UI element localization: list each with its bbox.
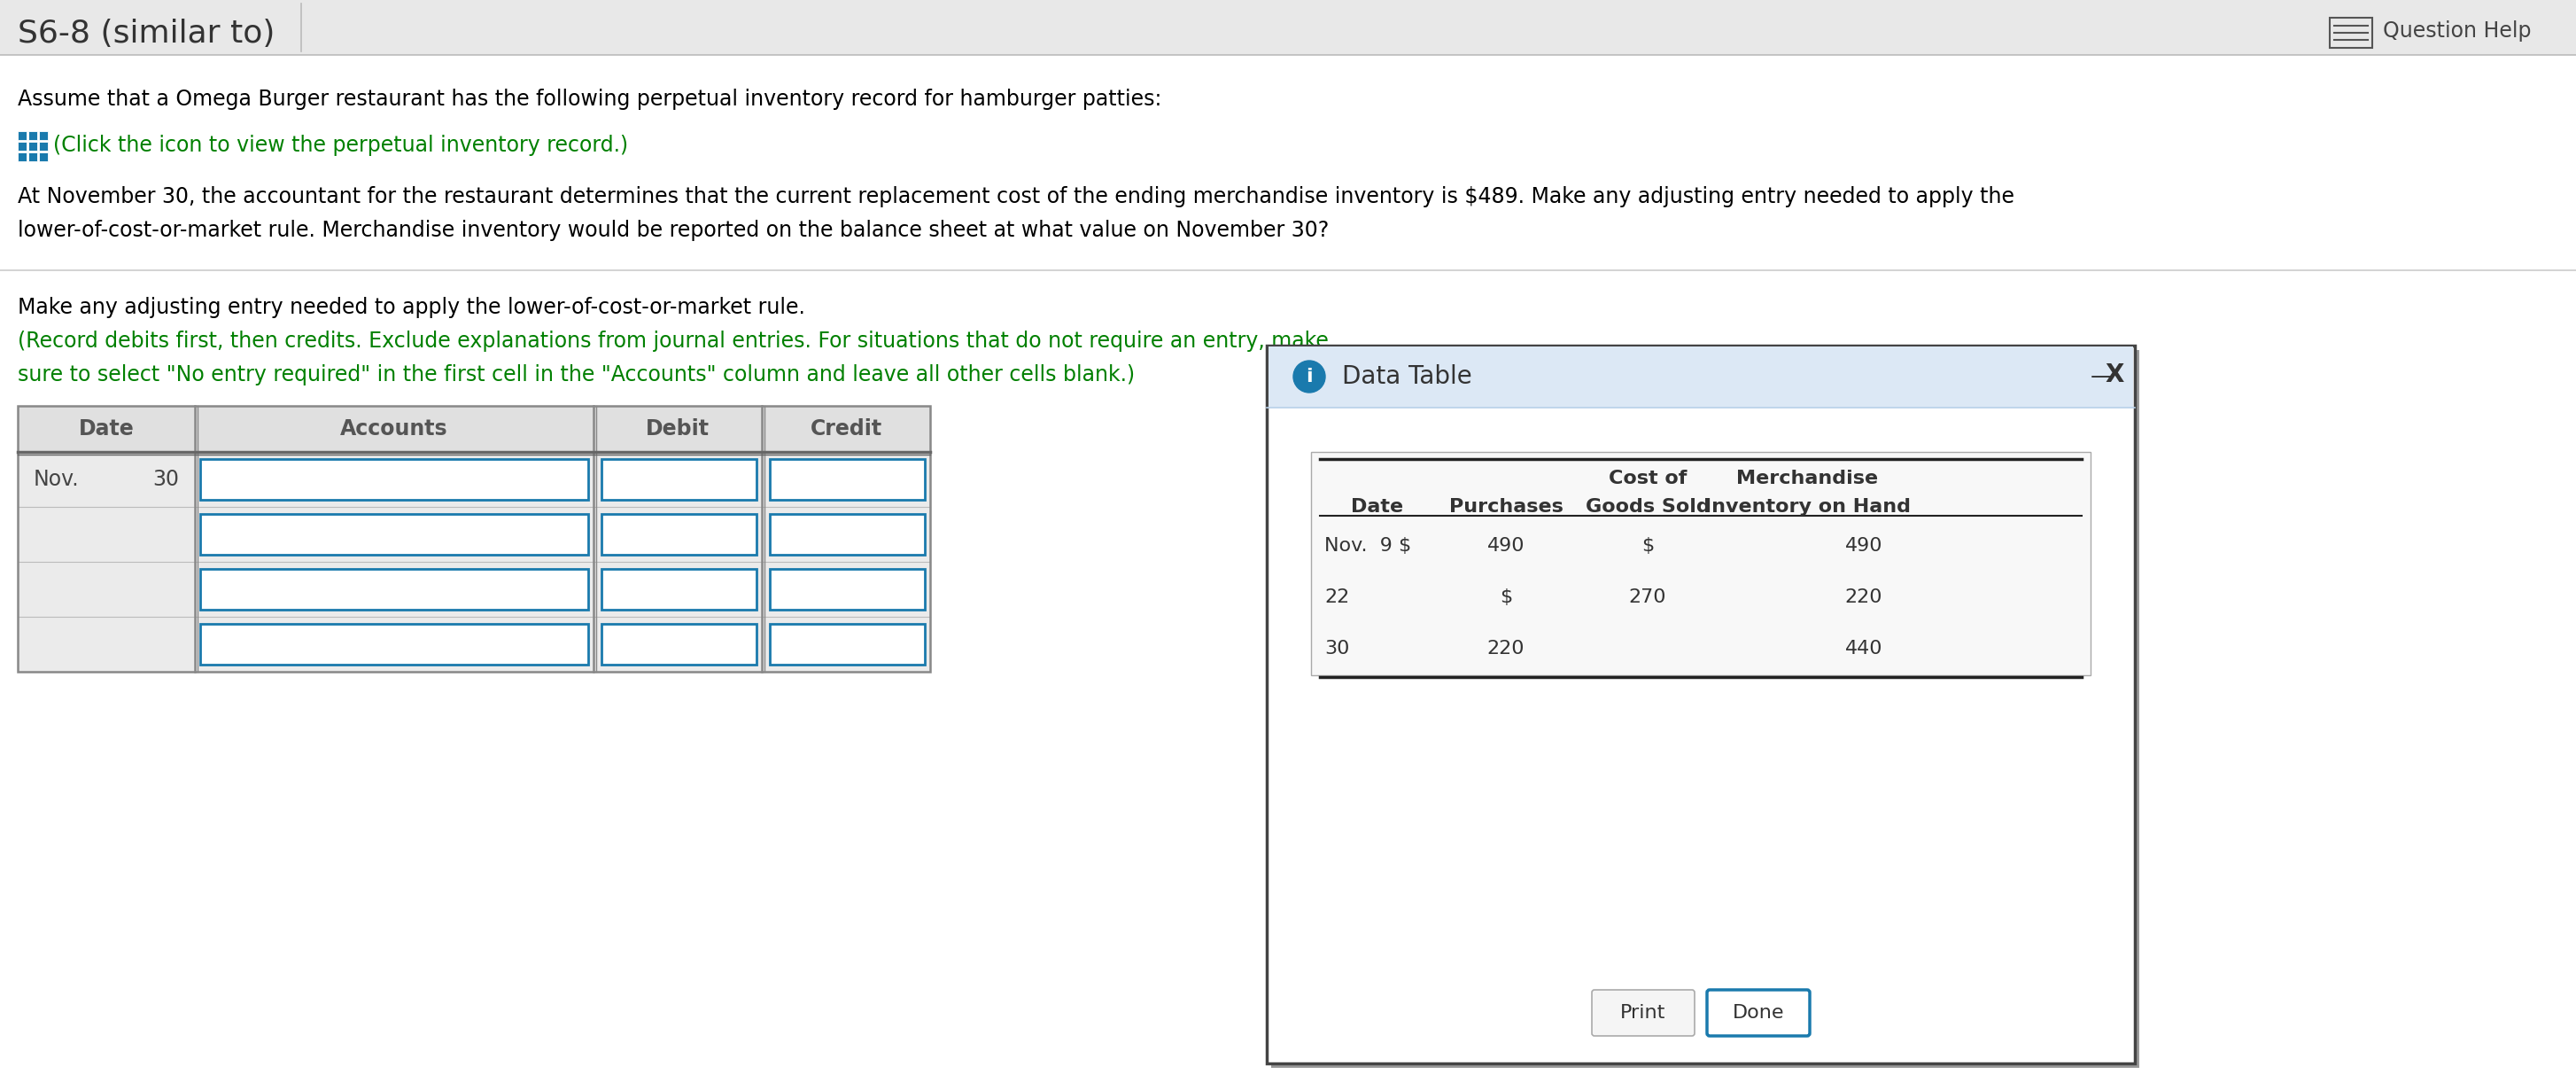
Text: 22: 22 xyxy=(1324,589,1350,606)
Text: Data Table: Data Table xyxy=(1342,365,1471,390)
Text: Print: Print xyxy=(1620,1004,1667,1021)
Bar xyxy=(28,131,36,140)
Bar xyxy=(39,153,49,161)
Text: —: — xyxy=(2092,366,2112,387)
Text: Date: Date xyxy=(77,419,134,439)
Text: $: $ xyxy=(1499,589,1512,606)
FancyBboxPatch shape xyxy=(201,624,587,664)
Text: Question Help: Question Help xyxy=(2383,21,2532,41)
Text: 440: 440 xyxy=(1844,639,1883,658)
FancyBboxPatch shape xyxy=(770,569,925,609)
Bar xyxy=(1311,452,2092,675)
Text: Nov.  9 $: Nov. 9 $ xyxy=(1324,537,1412,555)
FancyBboxPatch shape xyxy=(600,624,757,664)
Text: Done: Done xyxy=(1734,1004,1785,1021)
Text: $: $ xyxy=(1641,537,1654,555)
Text: (Record debits first, then credits. Exclude explanations from journal entries. F: (Record debits first, then credits. Excl… xyxy=(18,330,1329,352)
FancyBboxPatch shape xyxy=(201,569,587,609)
Text: sure to select "No entry required" in the first cell in the "Accounts" column an: sure to select "No entry required" in th… xyxy=(18,365,1136,385)
FancyBboxPatch shape xyxy=(1592,990,1695,1035)
Bar xyxy=(39,131,49,140)
Bar xyxy=(1270,351,2138,1068)
FancyBboxPatch shape xyxy=(770,514,925,555)
Text: Nov.: Nov. xyxy=(33,469,80,490)
Text: Make any adjusting entry needed to apply the lower-of-cost-or-market rule.: Make any adjusting entry needed to apply… xyxy=(18,296,811,318)
Text: Accounts: Accounts xyxy=(340,419,448,439)
FancyBboxPatch shape xyxy=(1708,990,1811,1035)
Text: Credit: Credit xyxy=(809,419,881,439)
FancyBboxPatch shape xyxy=(600,514,757,555)
Text: 30: 30 xyxy=(152,469,178,490)
Bar xyxy=(1267,346,2133,408)
Text: 490: 490 xyxy=(1844,537,1883,555)
Text: 490: 490 xyxy=(1486,537,1525,555)
FancyBboxPatch shape xyxy=(770,624,925,664)
Bar xyxy=(0,0,2576,55)
FancyBboxPatch shape xyxy=(201,459,587,500)
FancyBboxPatch shape xyxy=(770,459,925,500)
FancyBboxPatch shape xyxy=(600,569,757,609)
Text: Merchandise: Merchandise xyxy=(1736,470,1878,487)
Text: Goods Sold: Goods Sold xyxy=(1584,498,1710,516)
Bar xyxy=(18,406,930,672)
Text: Inventory on Hand: Inventory on Hand xyxy=(1703,498,1911,516)
Text: (Click the icon to view the perpetual inventory record.): (Click the icon to view the perpetual in… xyxy=(54,134,629,156)
Text: lower-of-cost-or-market rule. Merchandise inventory would be reported on the bal: lower-of-cost-or-market rule. Merchandis… xyxy=(18,220,1329,241)
Text: Date: Date xyxy=(1352,498,1404,516)
Bar xyxy=(28,153,36,161)
Text: S6-8 (similar to): S6-8 (similar to) xyxy=(18,18,276,49)
Bar xyxy=(2329,17,2372,48)
FancyBboxPatch shape xyxy=(600,459,757,500)
Text: 220: 220 xyxy=(1486,639,1525,658)
Text: 270: 270 xyxy=(1628,589,1667,606)
Bar xyxy=(1267,345,2136,1064)
Bar xyxy=(18,153,26,161)
Text: At November 30, the accountant for the restaurant determines that the current re: At November 30, the accountant for the r… xyxy=(18,186,2014,208)
Text: Debit: Debit xyxy=(647,419,708,439)
Bar xyxy=(39,142,49,150)
FancyBboxPatch shape xyxy=(201,514,587,555)
Circle shape xyxy=(1293,360,1324,393)
Bar xyxy=(18,142,26,150)
Text: i: i xyxy=(1306,368,1314,385)
Text: X: X xyxy=(2105,362,2125,387)
Text: 220: 220 xyxy=(1844,589,1883,606)
Text: Cost of: Cost of xyxy=(1607,470,1687,487)
Bar xyxy=(18,406,930,672)
Bar xyxy=(18,131,26,140)
Text: 30: 30 xyxy=(1324,639,1350,658)
Bar xyxy=(28,142,36,150)
Bar xyxy=(18,406,930,452)
Text: Assume that a Omega Burger restaurant has the following perpetual inventory reco: Assume that a Omega Burger restaurant ha… xyxy=(18,89,1162,110)
Text: Purchases: Purchases xyxy=(1448,498,1564,516)
